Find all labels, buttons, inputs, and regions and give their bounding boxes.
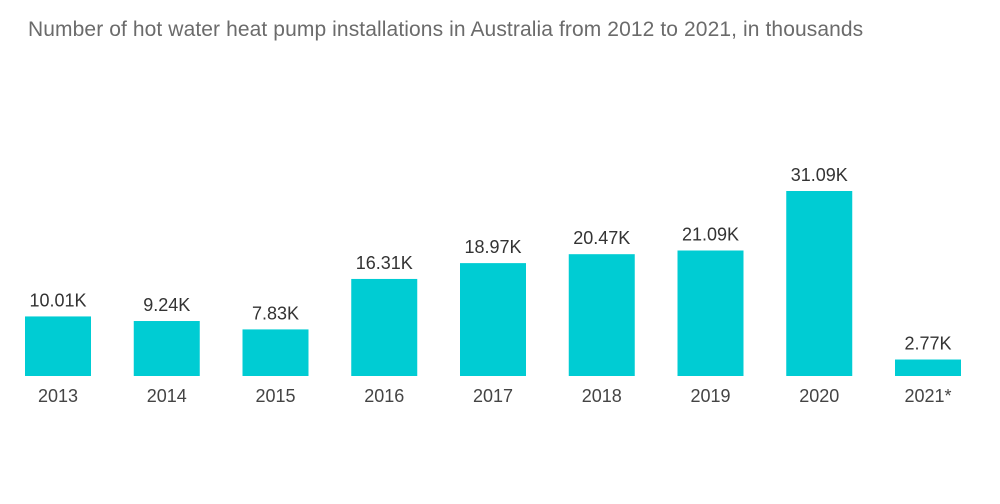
value-label-2021-est: 2.77K (904, 334, 951, 354)
x-tick-label-2015: 2015 (255, 386, 295, 406)
x-tick-label-2014: 2014 (147, 386, 187, 406)
value-label-2017: 18.97K (464, 237, 521, 257)
value-label-2018: 20.47K (573, 228, 630, 248)
value-labels-group: 10.01K 9.24K 7.83K 16.31K 18.97K 20.47K 21.09K… (29, 165, 951, 354)
x-axis-tick-labels: 2013 2014 2015 2016 2017 2018 2019 2020 2021* (38, 386, 952, 406)
bar-2015 (242, 329, 309, 376)
x-tick-label-2019: 2019 (690, 386, 730, 406)
bar-2014 (133, 321, 200, 376)
bar-2013 (25, 316, 91, 376)
value-label-2015: 7.83K (252, 303, 299, 323)
chart-title: Number of hot water heat pump installati… (28, 18, 864, 41)
bar-2021-est (895, 359, 961, 376)
value-label-2016: 16.31K (356, 253, 413, 273)
x-tick-label-2021-est: 2021* (904, 386, 951, 406)
x-tick-label-2016: 2016 (364, 386, 404, 406)
bar-2020 (786, 191, 853, 376)
value-label-2020: 31.09K (791, 165, 848, 185)
bar-2019 (677, 250, 744, 376)
value-label-2019: 21.09K (682, 225, 739, 245)
x-tick-label-2020: 2020 (799, 386, 839, 406)
x-tick-label-2018: 2018 (582, 386, 622, 406)
bars-group (25, 191, 961, 376)
value-label-2013: 10.01K (29, 290, 86, 310)
bar-2017 (460, 263, 526, 376)
x-tick-label-2013: 2013 (38, 386, 78, 406)
x-tick-label-2017: 2017 (473, 386, 513, 406)
value-label-2014: 9.24K (143, 295, 190, 315)
bar-2018 (568, 254, 635, 376)
bar-2016 (351, 278, 418, 376)
